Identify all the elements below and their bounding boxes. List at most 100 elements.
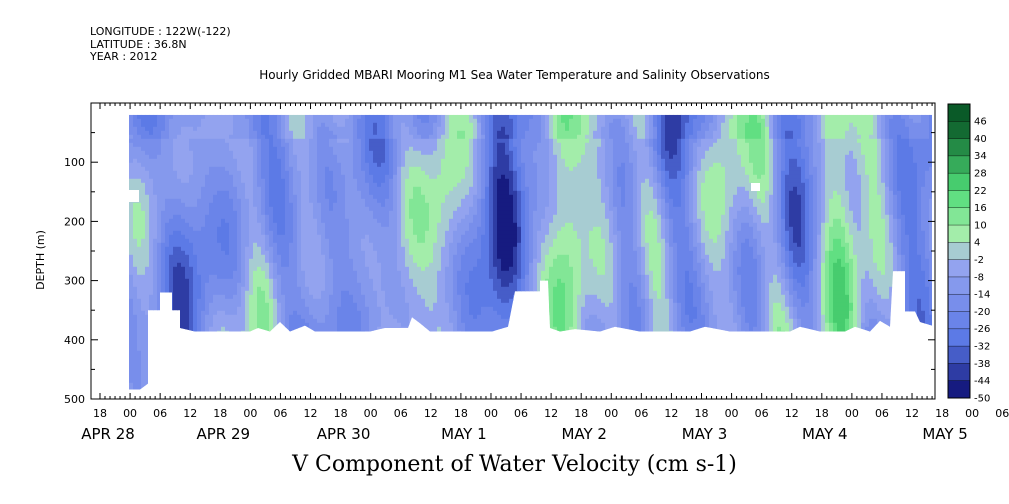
field-cell	[193, 242, 198, 248]
field-cell	[321, 274, 326, 280]
field-cell	[265, 130, 270, 136]
field-cell	[233, 222, 238, 228]
field-cell	[385, 310, 390, 316]
field-cell	[377, 230, 382, 236]
field-cell	[137, 186, 142, 192]
field-cell	[253, 170, 258, 176]
field-cell	[269, 198, 274, 204]
field-cell	[309, 194, 314, 200]
field-cell	[181, 206, 186, 212]
field-cell	[233, 174, 238, 180]
field-cell	[369, 198, 374, 204]
field-cell	[321, 230, 326, 236]
field-cell	[273, 214, 278, 220]
field-cell	[173, 254, 178, 260]
field-cell	[193, 234, 198, 240]
field-cell	[289, 258, 294, 264]
field-cell	[337, 326, 342, 332]
field-cell	[373, 114, 378, 120]
field-cell	[389, 190, 394, 196]
field-cell	[361, 306, 366, 312]
field-cell	[277, 214, 282, 220]
field-cell	[205, 218, 210, 224]
field-cell	[149, 198, 154, 204]
field-cell	[197, 162, 202, 168]
field-cell	[137, 334, 142, 340]
field-cell	[301, 182, 306, 188]
field-cell	[377, 182, 382, 188]
field-cell	[281, 122, 286, 128]
field-cell	[133, 350, 138, 356]
field-cell	[229, 246, 234, 252]
field-cell	[377, 118, 382, 124]
field-cell	[149, 114, 154, 120]
field-cell	[293, 162, 298, 168]
field-cell	[369, 310, 374, 316]
field-cell	[225, 282, 230, 288]
field-cell	[189, 266, 194, 272]
field-cell	[261, 250, 266, 256]
field-cell	[281, 270, 286, 276]
field-cell	[153, 290, 158, 296]
field-cell	[349, 294, 354, 300]
field-cell	[349, 130, 354, 136]
field-cell	[297, 266, 302, 272]
field-cell	[153, 270, 158, 276]
field-cell	[389, 126, 394, 132]
field-cell	[265, 166, 270, 172]
field-cell	[341, 198, 346, 204]
field-cell	[321, 306, 326, 312]
field-cell	[293, 202, 298, 208]
field-cell	[345, 302, 350, 308]
field-cell	[181, 166, 186, 172]
field-cell	[245, 146, 250, 152]
field-cell	[177, 138, 182, 144]
field-cell	[405, 130, 410, 136]
field-cell	[217, 282, 222, 288]
field-cell	[349, 286, 354, 292]
field-cell	[257, 138, 262, 144]
field-cell	[373, 194, 378, 200]
field-cell	[149, 234, 154, 240]
field-cell	[361, 326, 366, 332]
field-cell	[361, 114, 366, 120]
field-cell	[393, 322, 398, 328]
field-cell	[217, 314, 222, 320]
field-cell	[201, 154, 206, 160]
field-cell	[353, 314, 358, 320]
field-cell	[253, 186, 258, 192]
field-cell	[317, 218, 322, 224]
field-cell	[197, 270, 202, 276]
field-cell	[333, 302, 338, 308]
field-cell	[169, 230, 174, 236]
field-cell	[217, 262, 222, 268]
field-cell	[189, 226, 194, 232]
field-cell	[297, 210, 302, 216]
field-cell	[185, 298, 190, 304]
field-cell	[209, 266, 214, 272]
field-cell	[381, 118, 386, 124]
field-cell	[253, 290, 258, 296]
field-cell	[305, 202, 310, 208]
field-cell	[177, 242, 182, 248]
field-cell	[233, 262, 238, 268]
field-cell	[341, 294, 346, 300]
field-cell	[345, 246, 350, 252]
field-cell	[161, 162, 166, 168]
field-cell	[173, 242, 178, 248]
field-cell	[249, 302, 254, 308]
field-cell	[133, 250, 138, 256]
field-cell	[253, 306, 258, 312]
field-cell	[173, 202, 178, 208]
field-cell	[293, 154, 298, 160]
field-cell	[365, 230, 370, 236]
field-cell	[349, 174, 354, 180]
field-cell	[313, 178, 318, 184]
field-cell	[185, 202, 190, 208]
field-cell	[165, 234, 170, 240]
field-cell	[321, 134, 326, 140]
field-cell	[349, 178, 354, 184]
field-cell	[309, 158, 314, 164]
field-cell	[257, 150, 262, 156]
field-cell	[161, 242, 166, 248]
